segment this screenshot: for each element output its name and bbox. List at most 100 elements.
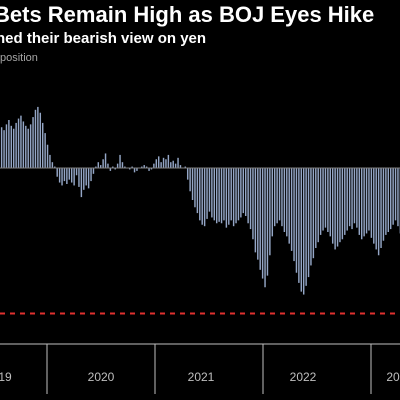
bar xyxy=(112,166,114,168)
bar xyxy=(102,159,104,168)
bar xyxy=(389,168,392,230)
bar xyxy=(281,168,283,227)
bar xyxy=(358,168,361,235)
bar xyxy=(148,168,150,171)
bar xyxy=(97,162,100,168)
bar xyxy=(32,117,34,168)
bar xyxy=(322,168,324,231)
bar xyxy=(387,168,390,232)
bar xyxy=(283,168,286,232)
bar xyxy=(41,122,44,168)
bar xyxy=(259,168,261,270)
bar xyxy=(170,162,172,168)
bar xyxy=(5,124,8,168)
bar xyxy=(174,163,177,168)
bar xyxy=(83,168,85,190)
bar xyxy=(252,168,254,240)
bar xyxy=(172,160,174,168)
bar xyxy=(257,168,259,260)
bar xyxy=(95,166,97,168)
bar xyxy=(37,106,39,168)
bar xyxy=(247,168,249,224)
bar xyxy=(85,168,87,186)
bar xyxy=(261,168,264,279)
bar xyxy=(249,168,252,230)
bar xyxy=(167,154,170,168)
bar xyxy=(385,168,387,235)
bar xyxy=(218,168,220,222)
bar xyxy=(153,163,155,168)
bar xyxy=(162,157,165,168)
bar xyxy=(368,168,370,231)
bar xyxy=(228,168,230,225)
bar xyxy=(114,168,116,170)
bar xyxy=(377,168,380,256)
bar xyxy=(232,168,235,227)
bar xyxy=(46,144,49,168)
bar xyxy=(286,168,288,237)
bar xyxy=(264,168,266,288)
bar xyxy=(0,127,3,168)
bar xyxy=(300,168,303,292)
bar xyxy=(131,166,133,168)
bar xyxy=(278,168,281,221)
bar xyxy=(327,168,329,232)
bar xyxy=(3,130,5,168)
bar xyxy=(290,168,293,251)
bar xyxy=(63,168,66,182)
bar xyxy=(215,168,218,224)
x-axis-ticks: 19 2020 2021 2022 20 xyxy=(0,344,400,394)
bar xyxy=(189,168,191,192)
bar xyxy=(370,168,373,238)
bar xyxy=(213,168,216,221)
bar xyxy=(353,168,356,224)
bar xyxy=(329,168,332,237)
bar xyxy=(12,128,15,168)
bar xyxy=(203,168,206,227)
bar xyxy=(331,168,334,244)
bar xyxy=(324,168,327,228)
bar xyxy=(92,168,95,174)
bar xyxy=(266,168,269,276)
x-tick-label: 2022 xyxy=(290,370,317,384)
bar xyxy=(288,168,290,244)
bar xyxy=(208,168,211,212)
bar xyxy=(10,125,13,168)
bar xyxy=(107,163,109,168)
x-tick-label: 2020 xyxy=(88,370,115,384)
bar xyxy=(22,121,25,168)
bar xyxy=(121,162,124,168)
chart-subtitle: ned their bearish view on yen xyxy=(0,30,207,47)
bar xyxy=(375,168,377,250)
bar xyxy=(61,168,63,186)
bar xyxy=(312,168,315,259)
bar xyxy=(360,168,363,240)
bar xyxy=(194,168,196,208)
bar xyxy=(155,159,158,168)
bar xyxy=(397,168,399,227)
bar xyxy=(293,168,295,262)
bar xyxy=(119,154,121,168)
bar xyxy=(184,166,187,168)
bar xyxy=(145,166,148,168)
bar xyxy=(237,168,240,221)
bar xyxy=(29,124,32,168)
bar xyxy=(242,168,245,214)
bar xyxy=(334,168,336,250)
bar xyxy=(201,168,203,225)
bar xyxy=(363,168,365,237)
bar xyxy=(54,166,56,168)
bar xyxy=(240,168,242,218)
bar xyxy=(344,168,346,235)
bar xyxy=(160,162,162,168)
bar xyxy=(244,168,247,216)
bar xyxy=(341,168,344,240)
y-axis-label: position xyxy=(0,52,38,64)
bar xyxy=(25,125,27,168)
bar xyxy=(319,168,322,235)
bar xyxy=(392,168,394,225)
bar xyxy=(315,168,317,248)
bar xyxy=(273,168,276,227)
bar xyxy=(99,165,102,168)
